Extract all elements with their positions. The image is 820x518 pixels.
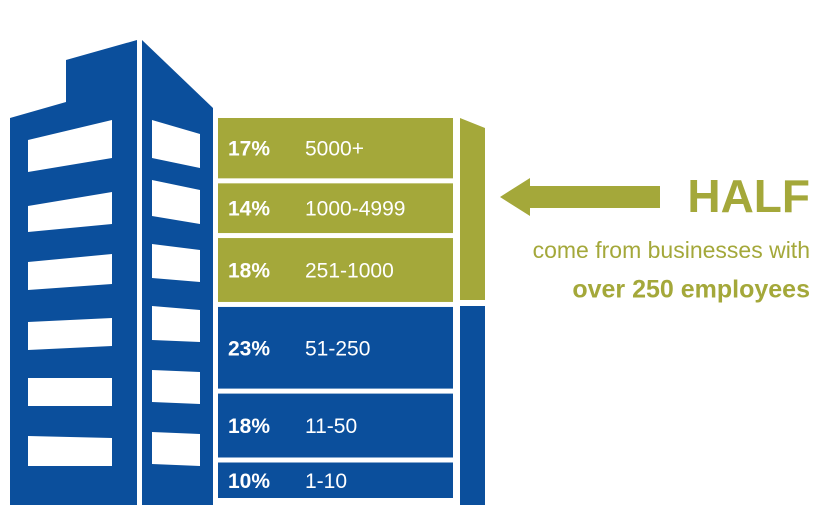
segment-value-label: 17% <box>228 138 270 161</box>
building <box>10 40 213 505</box>
segment <box>218 238 453 302</box>
segment-value-label: 10% <box>228 470 270 493</box>
segment-value-label: 14% <box>228 198 270 221</box>
segment <box>218 183 453 234</box>
annotation-line: over 250 employees <box>572 276 810 304</box>
segment <box>218 462 453 498</box>
segment-value-label: 18% <box>228 260 270 283</box>
segment-category-label: 5000+ <box>305 138 364 161</box>
segment-value-label: 23% <box>228 337 270 360</box>
annotation-line: come from businesses with <box>533 237 810 263</box>
segment <box>218 118 453 179</box>
annotation-headline: HALF <box>687 170 810 222</box>
segment <box>218 393 453 458</box>
segment-category-label: 1000-4999 <box>305 198 405 221</box>
segment-value-label: 18% <box>228 415 270 438</box>
bracket-small <box>460 306 485 505</box>
arrow <box>500 178 660 216</box>
segment-category-label: 1-10 <box>305 470 347 493</box>
segment-category-label: 51-250 <box>305 337 370 360</box>
windows <box>28 120 200 466</box>
segment-category-label: 11-50 <box>305 415 357 438</box>
segment <box>218 306 453 389</box>
segment-category-label: 251-1000 <box>305 260 394 283</box>
bracket-large <box>460 118 485 300</box>
